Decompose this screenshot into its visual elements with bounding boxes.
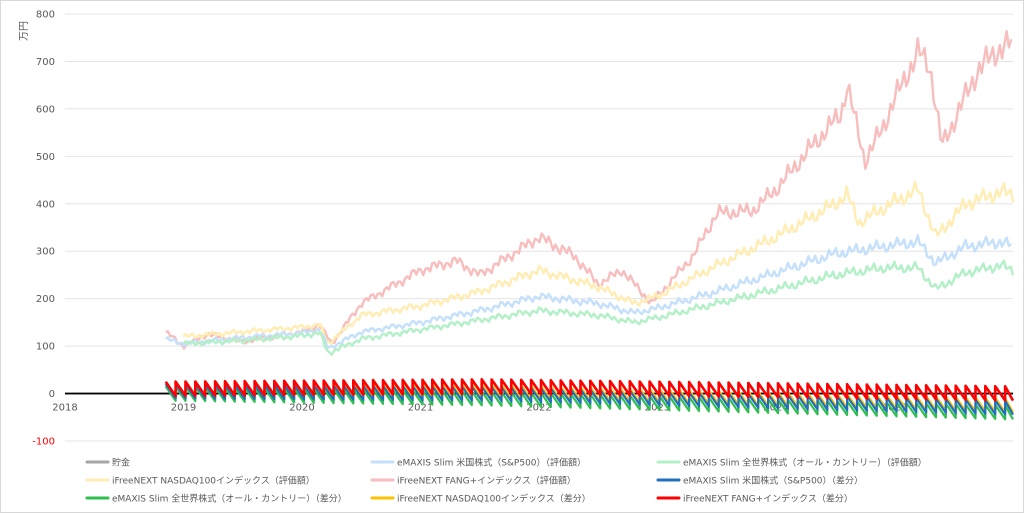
y-tick-label: 700	[36, 57, 55, 68]
y-tick-label: -100	[32, 437, 55, 448]
series-line-5	[164, 383, 1014, 416]
legend: 貯金 eMAXIS Slim 米国株式（S&P500）（評価額） eMAXIS Sl…	[85, 457, 927, 505]
x-tick-label: 2018	[52, 403, 77, 414]
x-tick-label: 2020	[289, 403, 314, 414]
legend-label: iFreeNEXT FANG+インデックス（差分）	[683, 493, 853, 505]
y-tick-label: 400	[36, 199, 55, 210]
legend-label: eMAXIS Slim 全世界株式（オール・カントリー）（評価額）	[683, 457, 927, 469]
series-line-2	[182, 259, 1015, 356]
legend-label: eMAXIS Slim 米国株式（S&P500）（評価額）	[397, 457, 586, 469]
x-tick-label: 2024	[763, 403, 788, 414]
legend-label: iFreeNEXT NASDAQ100インデックス（評価額）	[112, 475, 315, 487]
legend-label: iFreeNEXT NASDAQ100インデックス（差分）	[397, 493, 591, 505]
y-tick-label: 100	[36, 342, 55, 353]
x-tick-label: 2019	[171, 403, 196, 414]
y-tick-label: 800	[36, 10, 55, 21]
y-tick-label: 300	[36, 247, 55, 258]
y-axis: 800 700 600 500 400 300 200 100 0 -100	[32, 10, 55, 448]
x-tick-label: 2022	[526, 403, 551, 414]
legend-label: iFreeNEXT FANG+インデックス（評価額）	[397, 475, 576, 487]
series-line-3	[182, 180, 1015, 345]
series-line-1	[164, 234, 1012, 350]
x-tick-label: 2021	[408, 403, 433, 414]
legend-label: eMAXIS Slim 米国株式（S&P500）（差分）	[683, 475, 863, 487]
legend-label: eMAXIS Slim 全世界株式（オール・カントリー）（差分）	[112, 493, 347, 505]
legend-label: 貯金	[112, 457, 130, 469]
y-tick-label: 500	[36, 152, 55, 163]
series-group	[65, 30, 1015, 421]
y-axis-label: 万円	[19, 21, 30, 41]
y-tick-label: 200	[36, 294, 55, 305]
series-line-8	[164, 378, 1015, 402]
gridlines	[65, 13, 1013, 442]
y-tick-label: 0	[49, 389, 55, 400]
y-tick-label: 600	[36, 104, 55, 115]
